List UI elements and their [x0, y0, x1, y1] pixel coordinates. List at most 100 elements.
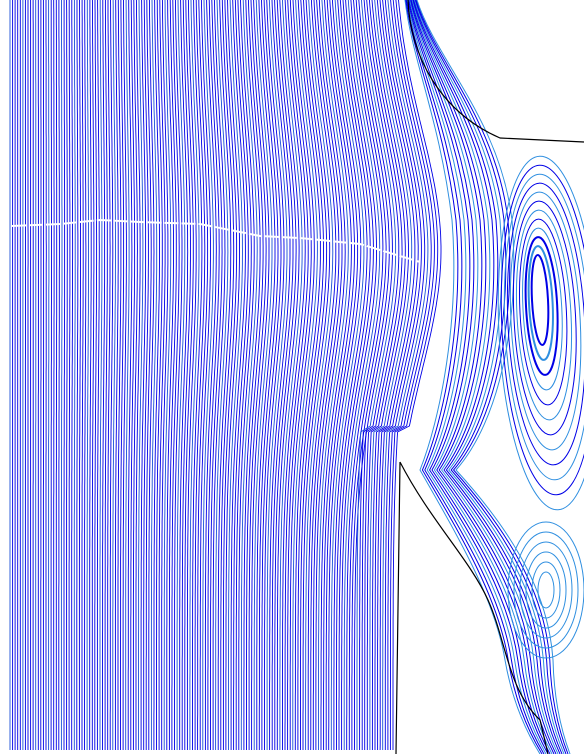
- lower-vortex-loop: [513, 531, 579, 649]
- channel-streamline: [382, 0, 429, 750]
- channel-streamline: [336, 0, 371, 750]
- channel-streamline: [264, 0, 285, 750]
- cavity-streamline: [409, 0, 553, 754]
- channel-streamline: [158, 0, 166, 750]
- upper-vortex-loop: [524, 236, 559, 376]
- channel-streamline: [361, 0, 403, 750]
- upper-vortex-loop: [522, 227, 563, 391]
- channel-streamline: [230, 0, 246, 750]
- channel-streamline: [78, 0, 81, 750]
- cavity-streamline: [406, 0, 545, 754]
- channel-streamline: [186, 0, 197, 750]
- cavity-streamline: [412, 0, 561, 754]
- upper-vortex-loop: [500, 164, 584, 496]
- channel-streamline: [199, 0, 211, 750]
- channel-streamline: [235, 0, 252, 750]
- cavity-streamline: [410, 0, 555, 754]
- upper-vortex-loop: [515, 209, 573, 421]
- channel-streamline: [130, 0, 136, 750]
- channel-streamline: [215, 0, 229, 750]
- channel-streamline: [374, 0, 419, 750]
- channel-streamline: [63, 0, 66, 750]
- channel-streamline: [261, 0, 282, 750]
- channel-streamline: [140, 0, 147, 750]
- channel-streamline: [348, 0, 387, 750]
- upper-vortex-loop: [497, 155, 584, 511]
- channel-streamline: [266, 0, 288, 750]
- channel-streamline: [297, 0, 324, 750]
- cavity-streamline: [408, 0, 551, 754]
- channel-streamline: [194, 0, 206, 750]
- channel-streamline: [89, 0, 92, 750]
- cavity-streamline: [407, 0, 549, 754]
- channel-streamline: [238, 0, 255, 750]
- cavity-near-wall-streamlines: [404, 0, 571, 754]
- channel-streamline: [377, 0, 422, 750]
- channel-streamline: [102, 0, 106, 750]
- channel-streamline: [143, 0, 149, 750]
- channel-streamline: [86, 0, 89, 750]
- channel-streamline: [274, 0, 297, 750]
- channel-streamline: [161, 0, 169, 750]
- channel-streamline: [168, 0, 177, 750]
- channel-streamline: [197, 0, 209, 750]
- channel-streamline: [330, 0, 365, 750]
- channel-streamline: [284, 0, 309, 750]
- cavity-streamline: [413, 0, 563, 754]
- channel-streamline: [202, 0, 214, 750]
- channel-streamline: [379, 0, 426, 751]
- channel-streamline: [325, 0, 359, 750]
- upper-recirculation-vortex: [497, 155, 584, 511]
- channel-streamline: [338, 0, 374, 750]
- channel-streamline: [109, 0, 114, 750]
- channel-streamline: [171, 0, 180, 750]
- channel-streamline: [289, 0, 315, 750]
- channel-streamline: [156, 0, 163, 750]
- lower-vortex-loop: [507, 521, 584, 659]
- channel-streamline: [104, 0, 108, 750]
- channel-streamline: [163, 0, 172, 750]
- channel-streamline: [269, 0, 291, 750]
- upper-vortex-loop: [519, 218, 568, 406]
- channel-streamline: [145, 0, 152, 750]
- upper-vortex-loop: [530, 254, 550, 346]
- lower-vortex-loop: [537, 571, 555, 609]
- channel-streamline: [66, 0, 68, 750]
- channel-streamline: [359, 0, 400, 750]
- channel-streamline: [222, 0, 238, 750]
- channel-streamline: [120, 0, 125, 750]
- lower-vortex-loop: [525, 551, 567, 629]
- channel-streamline: [233, 0, 249, 750]
- cavity-streamline: [411, 0, 559, 754]
- centerline-gap: [11, 218, 421, 263]
- cavity-streamline: [414, 0, 567, 754]
- channel-streamline: [135, 0, 141, 750]
- channel-streamline: [179, 0, 189, 750]
- channel-streamline: [68, 0, 71, 750]
- channel-streamline: [320, 0, 352, 750]
- channel-streamline: [282, 0, 306, 750]
- channel-streamline: [81, 0, 84, 750]
- upper-vortex-loop: [512, 200, 577, 436]
- channel-streamline: [204, 0, 217, 750]
- cavity-streamline: [405, 0, 543, 754]
- channel-streamline: [371, 0, 416, 750]
- channel-streamline: [176, 0, 186, 750]
- channel-streamline: [307, 0, 337, 750]
- channel-streamline: [315, 0, 346, 750]
- channel-streamline: [60, 0, 63, 750]
- channel-streamline: [153, 0, 160, 750]
- channel-streamline: [392, 0, 442, 750]
- channel-streamline: [117, 0, 122, 750]
- channel-streamline: [328, 0, 362, 750]
- channel-streamline: [292, 0, 318, 750]
- channel-streamline: [287, 0, 312, 750]
- channel-streamline: [364, 0, 406, 750]
- channel-streamline: [279, 0, 303, 750]
- channel-streamline: [71, 0, 74, 750]
- channel-streamline: [369, 0, 413, 750]
- channel-streamline: [166, 0, 174, 750]
- channel-streamline: [243, 0, 261, 750]
- channel-streamline: [353, 0, 393, 751]
- channel-streamline: [323, 0, 355, 750]
